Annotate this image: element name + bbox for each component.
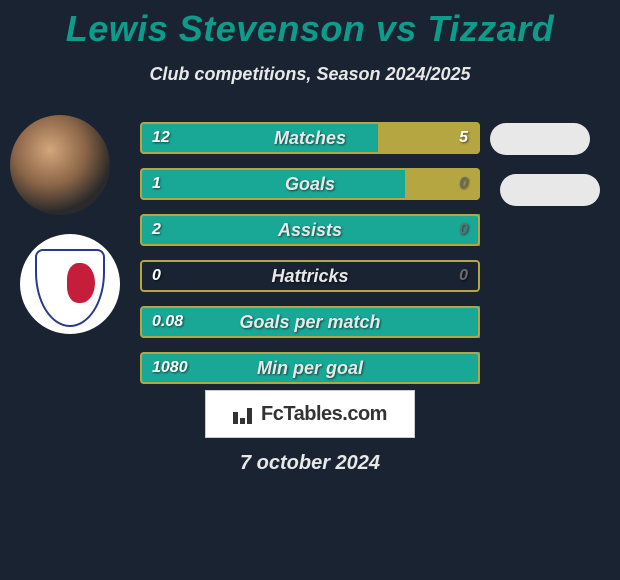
logo-bars-icon — [233, 404, 257, 424]
comparison-title: Lewis Stevenson vs Tizzard — [0, 0, 620, 50]
club-crest-icon — [35, 249, 105, 327]
stat-label: Min per goal — [140, 352, 480, 384]
player2-avatar — [20, 234, 120, 334]
player1-avatar — [10, 115, 110, 215]
stat-row: 0Hattricks0 — [140, 260, 480, 292]
stat-label: Assists — [140, 214, 480, 246]
stat-label: Goals per match — [140, 306, 480, 338]
stat-label: Goals — [140, 168, 480, 200]
indicator-pill — [500, 174, 600, 206]
stat-value-right: 0 — [459, 214, 468, 246]
stat-row: 0.08Goals per match — [140, 306, 480, 338]
stats-table: 12Matches51Goals02Assists00Hattricks00.0… — [140, 122, 480, 398]
stat-label: Matches — [140, 122, 480, 154]
snapshot-date: 7 october 2024 — [0, 452, 620, 475]
stat-value-right: 0 — [459, 260, 468, 292]
stat-label: Hattricks — [140, 260, 480, 292]
stat-row: 12Matches5 — [140, 122, 480, 154]
stat-row: 1Goals0 — [140, 168, 480, 200]
stat-value-right: 5 — [459, 122, 468, 154]
indicator-pill — [490, 123, 590, 155]
stat-value-right: 0 — [459, 168, 468, 200]
logo-text: FcTables.com — [261, 403, 387, 426]
comparison-subtitle: Club competitions, Season 2024/2025 — [0, 64, 620, 85]
fctables-logo: FcTables.com — [205, 390, 415, 438]
stat-row: 1080Min per goal — [140, 352, 480, 384]
stat-row: 2Assists0 — [140, 214, 480, 246]
